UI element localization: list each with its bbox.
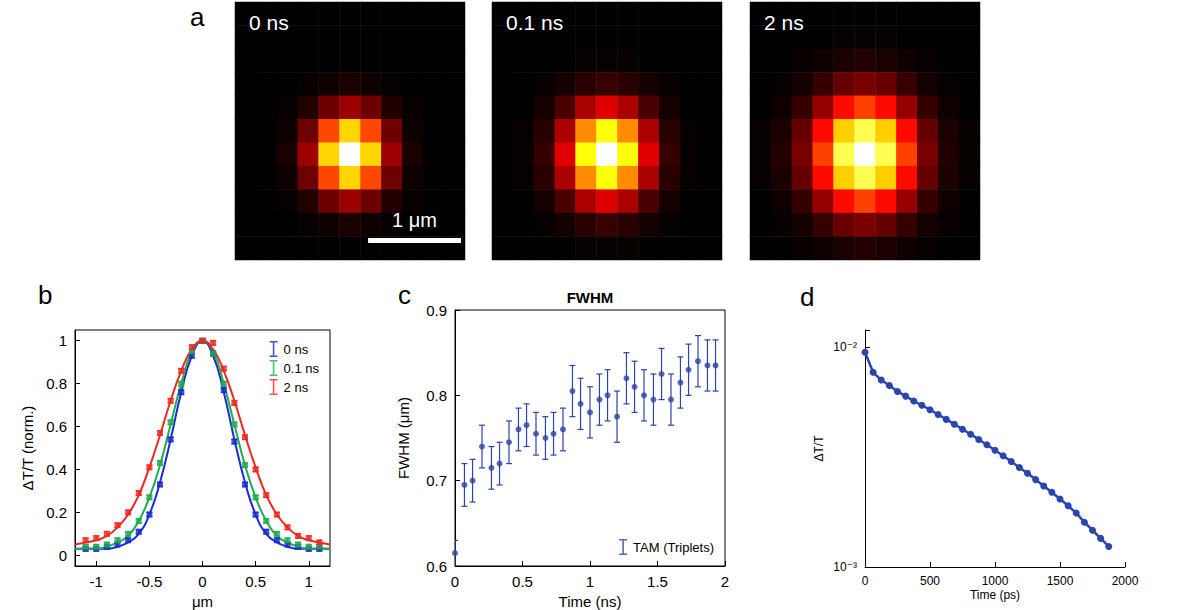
svg-text:10⁻³: 10⁻³ bbox=[833, 560, 857, 574]
svg-text:0.6: 0.6 bbox=[46, 418, 67, 435]
svg-text:-0.5: -0.5 bbox=[136, 573, 162, 590]
svg-text:0 ns: 0 ns bbox=[249, 11, 289, 34]
svg-text:0: 0 bbox=[198, 573, 206, 590]
svg-text:FWHM (μm): FWHM (μm) bbox=[395, 397, 412, 479]
svg-text:b: b bbox=[38, 280, 52, 310]
svg-text:1: 1 bbox=[305, 573, 313, 590]
svg-text:0.5: 0.5 bbox=[245, 573, 266, 590]
svg-text:0 ns: 0 ns bbox=[284, 342, 309, 357]
svg-text:0.1 ns: 0.1 ns bbox=[506, 11, 563, 34]
svg-text:1.5: 1.5 bbox=[647, 573, 668, 590]
svg-text:TAM (Triplets): TAM (Triplets) bbox=[633, 540, 714, 555]
svg-text:FWHM: FWHM bbox=[567, 289, 614, 306]
svg-text:1: 1 bbox=[59, 332, 67, 349]
svg-text:0.6: 0.6 bbox=[426, 558, 447, 575]
svg-text:0.5: 0.5 bbox=[512, 573, 533, 590]
svg-text:0.2: 0.2 bbox=[46, 504, 67, 521]
svg-text:2 ns: 2 ns bbox=[764, 11, 804, 34]
svg-text:2: 2 bbox=[721, 573, 729, 590]
svg-text:0.8: 0.8 bbox=[426, 387, 447, 404]
svg-text:μm: μm bbox=[192, 593, 213, 610]
svg-text:0.7: 0.7 bbox=[426, 472, 447, 489]
svg-text:0: 0 bbox=[862, 574, 869, 588]
svg-text:1000: 1000 bbox=[982, 574, 1009, 588]
svg-text:Time (ps): Time (ps) bbox=[970, 588, 1020, 602]
svg-text:0.4: 0.4 bbox=[46, 461, 67, 478]
svg-text:0: 0 bbox=[451, 573, 459, 590]
svg-text:2 ns: 2 ns bbox=[284, 380, 309, 395]
svg-text:ΔT/T: ΔT/T bbox=[812, 435, 826, 462]
svg-text:0: 0 bbox=[59, 547, 67, 564]
svg-text:a: a bbox=[190, 2, 205, 32]
svg-text:c: c bbox=[398, 280, 411, 310]
svg-text:1: 1 bbox=[586, 573, 594, 590]
svg-text:2000: 2000 bbox=[1112, 574, 1139, 588]
svg-text:0.8: 0.8 bbox=[46, 375, 67, 392]
svg-text:10⁻²: 10⁻² bbox=[833, 340, 857, 354]
svg-text:1500: 1500 bbox=[1047, 574, 1074, 588]
svg-text:0.9: 0.9 bbox=[426, 302, 447, 319]
svg-text:500: 500 bbox=[920, 574, 940, 588]
svg-text:ΔT/T (norm.): ΔT/T (norm.) bbox=[19, 406, 36, 491]
svg-text:-1: -1 bbox=[90, 573, 103, 590]
svg-text:d: d bbox=[800, 282, 814, 312]
svg-text:0.1 ns: 0.1 ns bbox=[284, 361, 320, 376]
svg-text:Time (ns): Time (ns) bbox=[559, 593, 622, 610]
svg-text:1 μm: 1 μm bbox=[392, 209, 437, 231]
